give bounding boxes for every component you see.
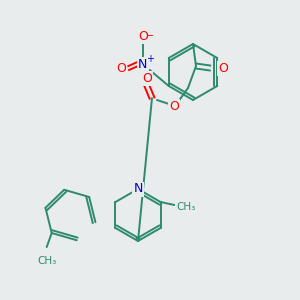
Text: N: N (133, 182, 143, 196)
Text: O: O (116, 61, 126, 74)
Text: CH₃: CH₃ (176, 202, 195, 212)
Text: −: − (146, 31, 154, 41)
Text: O: O (218, 61, 228, 74)
Text: O: O (138, 29, 148, 43)
Text: +: + (146, 54, 154, 64)
Text: N: N (138, 58, 147, 70)
Text: CH₃: CH₃ (37, 256, 56, 266)
Text: O: O (169, 100, 179, 112)
Text: O: O (142, 71, 152, 85)
